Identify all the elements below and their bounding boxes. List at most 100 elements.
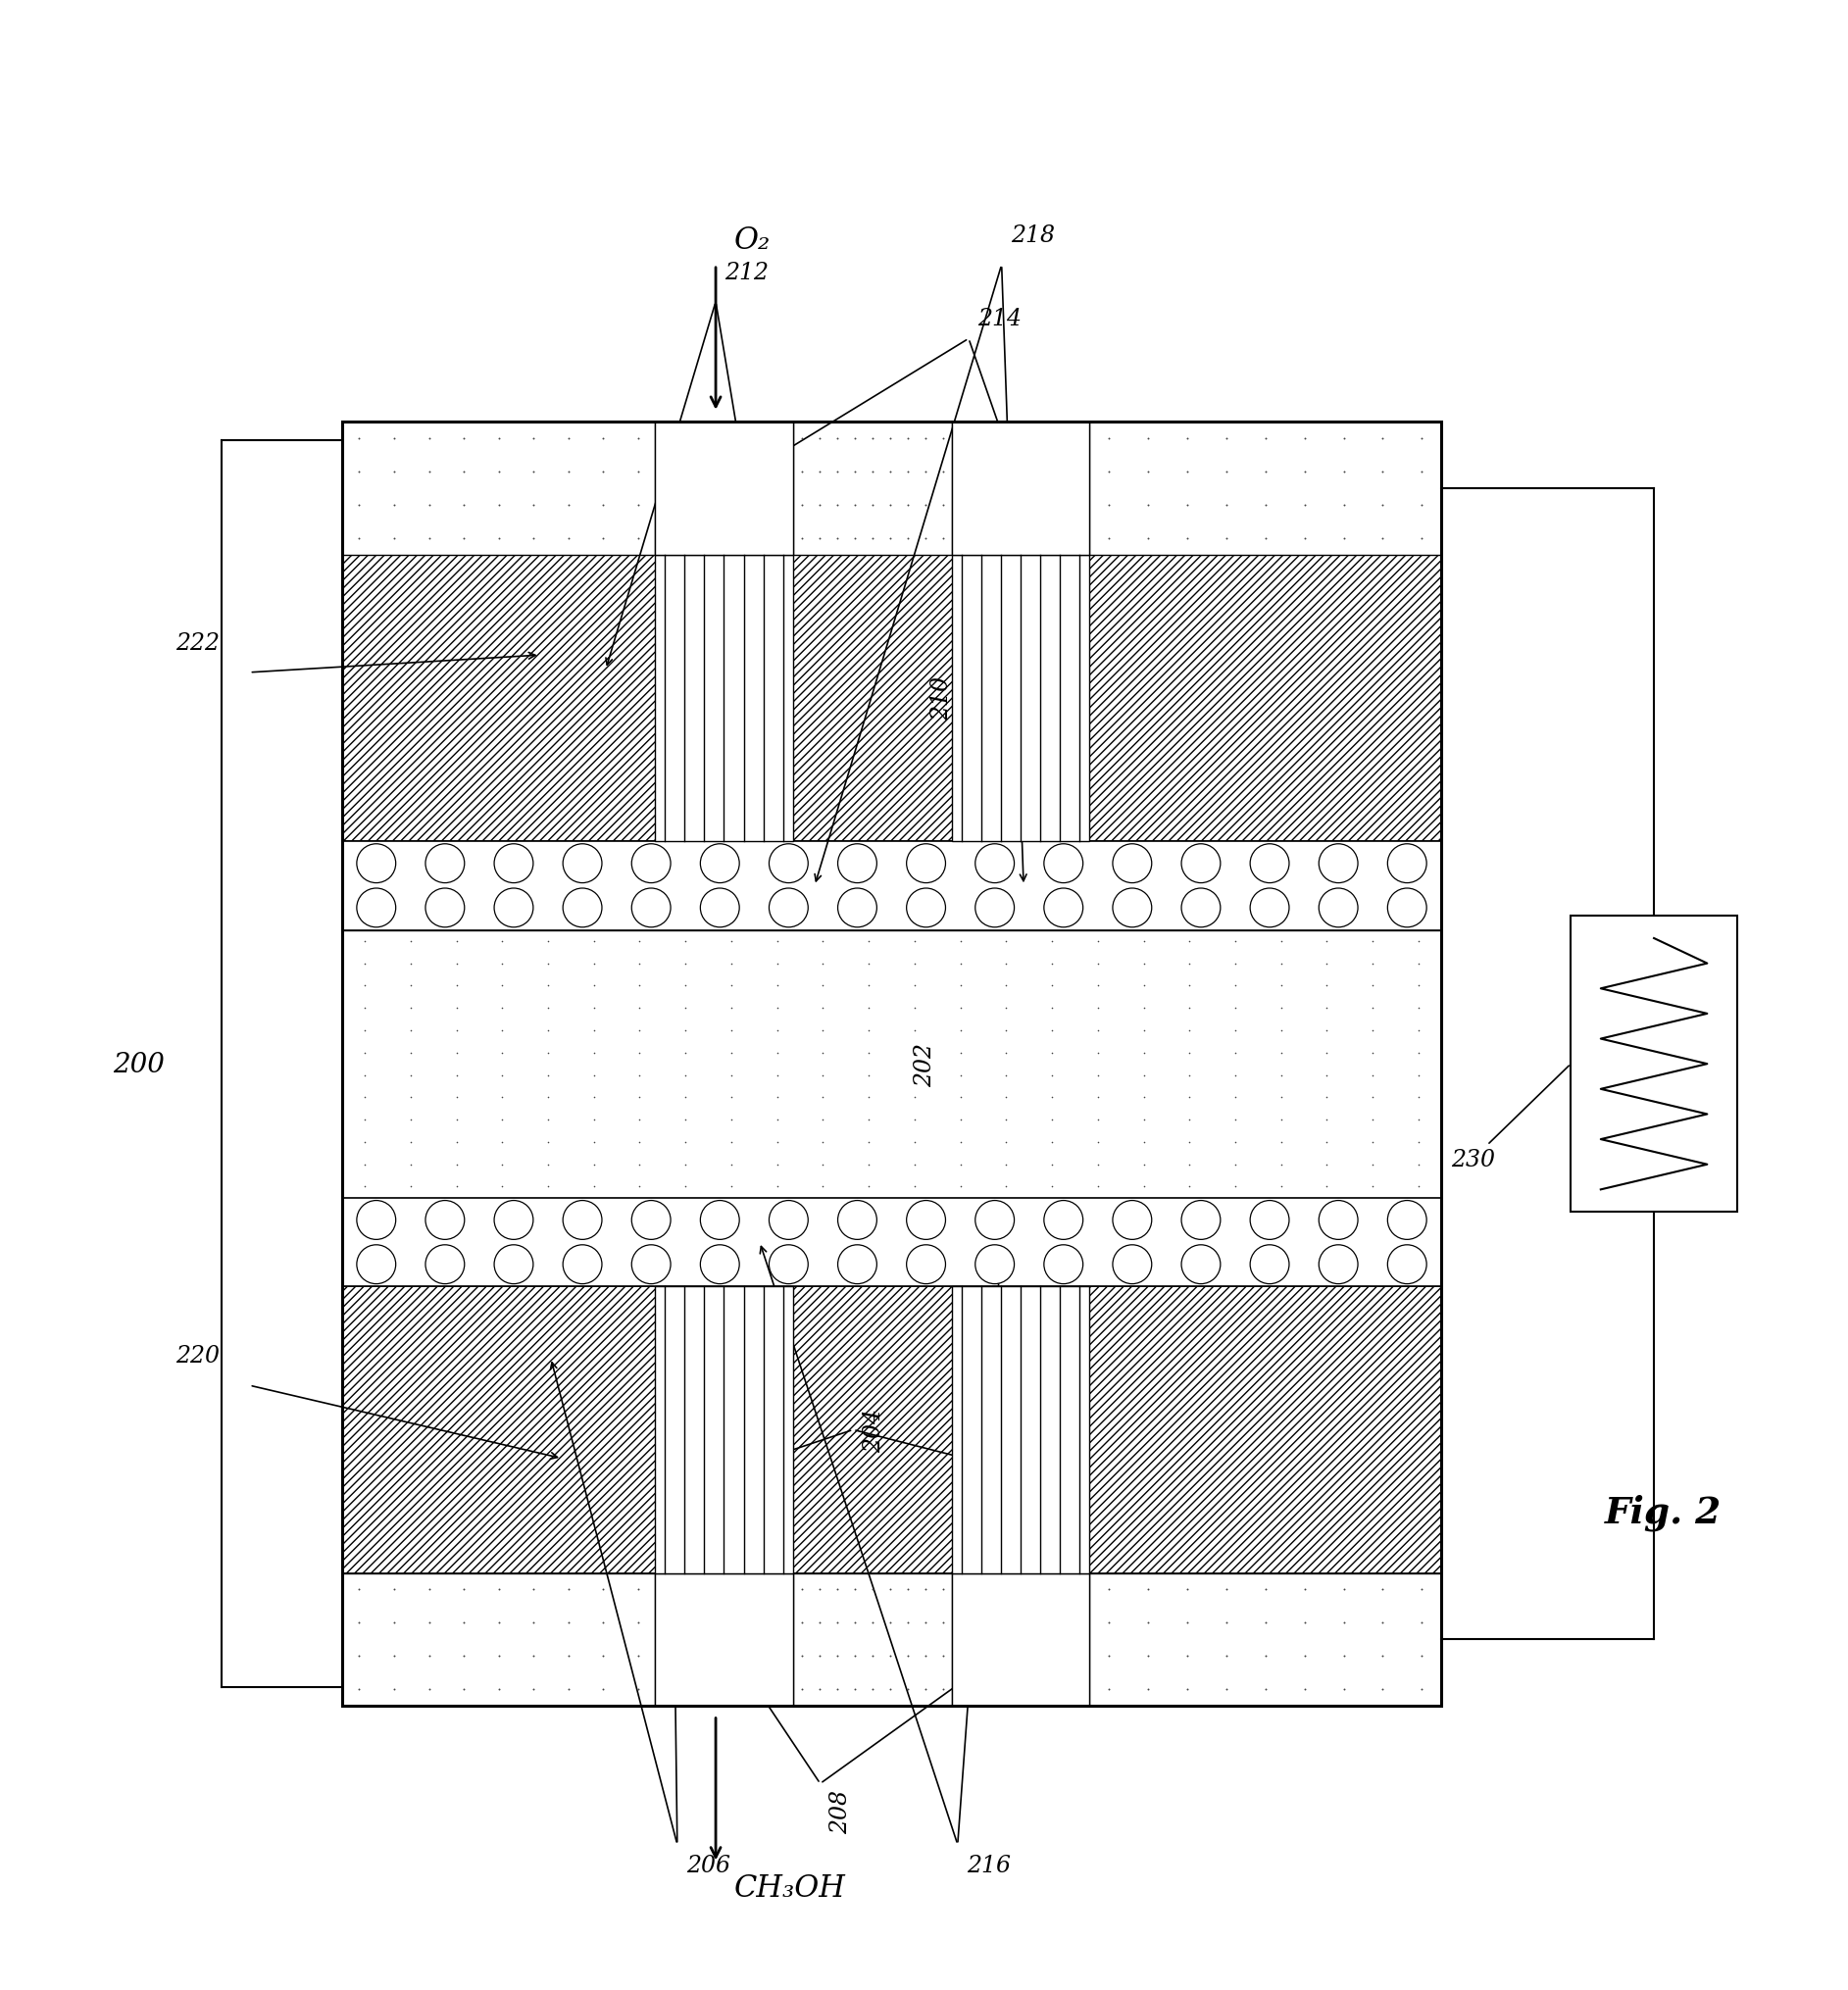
- Bar: [952, 1288, 1090, 1572]
- Circle shape: [493, 844, 534, 884]
- Circle shape: [357, 1200, 395, 1240]
- Circle shape: [1388, 1246, 1427, 1284]
- Circle shape: [907, 1200, 946, 1240]
- Bar: [342, 1198, 1441, 1288]
- Circle shape: [837, 1200, 876, 1240]
- Text: 212: 212: [724, 261, 769, 285]
- Circle shape: [769, 1200, 808, 1240]
- Circle shape: [700, 890, 739, 927]
- Circle shape: [357, 890, 395, 927]
- Circle shape: [907, 890, 946, 927]
- Circle shape: [1388, 1200, 1427, 1240]
- Bar: [342, 422, 656, 555]
- Circle shape: [1112, 1200, 1151, 1240]
- Circle shape: [632, 890, 671, 927]
- Bar: [342, 422, 1441, 1705]
- Circle shape: [493, 890, 534, 927]
- Circle shape: [976, 1246, 1015, 1284]
- Text: Fig. 2: Fig. 2: [1604, 1494, 1722, 1530]
- Circle shape: [1249, 1200, 1290, 1240]
- Circle shape: [632, 844, 671, 884]
- Circle shape: [1044, 1246, 1083, 1284]
- Text: 230: 230: [1451, 1067, 1569, 1170]
- Circle shape: [769, 890, 808, 927]
- Circle shape: [769, 844, 808, 884]
- Bar: [793, 422, 952, 555]
- Text: 202: 202: [913, 1043, 937, 1087]
- Circle shape: [1181, 1200, 1220, 1240]
- Circle shape: [493, 1200, 534, 1240]
- Circle shape: [425, 890, 464, 927]
- Circle shape: [1388, 844, 1427, 884]
- Circle shape: [357, 844, 395, 884]
- Circle shape: [837, 890, 876, 927]
- Text: 208: 208: [830, 1789, 852, 1833]
- Bar: [1571, 917, 1737, 1212]
- Text: 200: 200: [113, 1051, 164, 1077]
- Circle shape: [907, 1246, 946, 1284]
- Circle shape: [357, 1246, 395, 1284]
- Bar: [342, 1572, 1441, 1705]
- Circle shape: [907, 844, 946, 884]
- Circle shape: [700, 844, 739, 884]
- Circle shape: [1112, 844, 1151, 884]
- Circle shape: [769, 1246, 808, 1284]
- Circle shape: [564, 844, 602, 884]
- Circle shape: [1319, 1200, 1358, 1240]
- Circle shape: [1181, 844, 1220, 884]
- Circle shape: [700, 1200, 739, 1240]
- Circle shape: [425, 844, 464, 884]
- Circle shape: [1181, 1246, 1220, 1284]
- Circle shape: [1249, 844, 1290, 884]
- Circle shape: [1319, 1246, 1358, 1284]
- Circle shape: [493, 1246, 534, 1284]
- Bar: [952, 422, 1090, 555]
- Bar: [342, 1288, 1441, 1572]
- Circle shape: [1388, 890, 1427, 927]
- Circle shape: [1112, 1246, 1151, 1284]
- Bar: [342, 931, 1441, 1198]
- Bar: [342, 842, 1441, 931]
- Circle shape: [1044, 1200, 1083, 1240]
- Circle shape: [837, 844, 876, 884]
- Bar: [1090, 422, 1441, 555]
- Bar: [1090, 1572, 1441, 1705]
- Circle shape: [632, 1200, 671, 1240]
- Text: 214: 214: [978, 308, 1022, 330]
- Circle shape: [1319, 844, 1358, 884]
- Text: O₂: O₂: [734, 225, 771, 257]
- Bar: [656, 1572, 793, 1705]
- Bar: [342, 1572, 656, 1705]
- Bar: [793, 1572, 952, 1705]
- Text: 206: 206: [686, 1855, 730, 1877]
- Circle shape: [976, 844, 1015, 884]
- Circle shape: [1249, 1246, 1290, 1284]
- Circle shape: [837, 1246, 876, 1284]
- Text: CH₃OH: CH₃OH: [734, 1873, 846, 1902]
- Bar: [952, 1572, 1090, 1705]
- Circle shape: [1112, 890, 1151, 927]
- Bar: [656, 422, 793, 555]
- Bar: [952, 555, 1090, 842]
- Bar: [656, 1288, 793, 1572]
- Bar: [342, 422, 1441, 555]
- Circle shape: [700, 1246, 739, 1284]
- Circle shape: [564, 890, 602, 927]
- Text: 216: 216: [967, 1855, 1011, 1877]
- Circle shape: [1044, 844, 1083, 884]
- Circle shape: [1181, 890, 1220, 927]
- Circle shape: [425, 1200, 464, 1240]
- Circle shape: [976, 1200, 1015, 1240]
- Circle shape: [564, 1200, 602, 1240]
- Circle shape: [425, 1246, 464, 1284]
- Circle shape: [1249, 890, 1290, 927]
- Text: 210: 210: [930, 677, 954, 720]
- Circle shape: [564, 1246, 602, 1284]
- Bar: [656, 555, 793, 842]
- Text: 222: 222: [176, 633, 220, 655]
- Bar: [342, 555, 1441, 842]
- Circle shape: [1319, 890, 1358, 927]
- Text: 220: 220: [176, 1345, 220, 1367]
- Circle shape: [976, 890, 1015, 927]
- Text: 218: 218: [1011, 225, 1055, 247]
